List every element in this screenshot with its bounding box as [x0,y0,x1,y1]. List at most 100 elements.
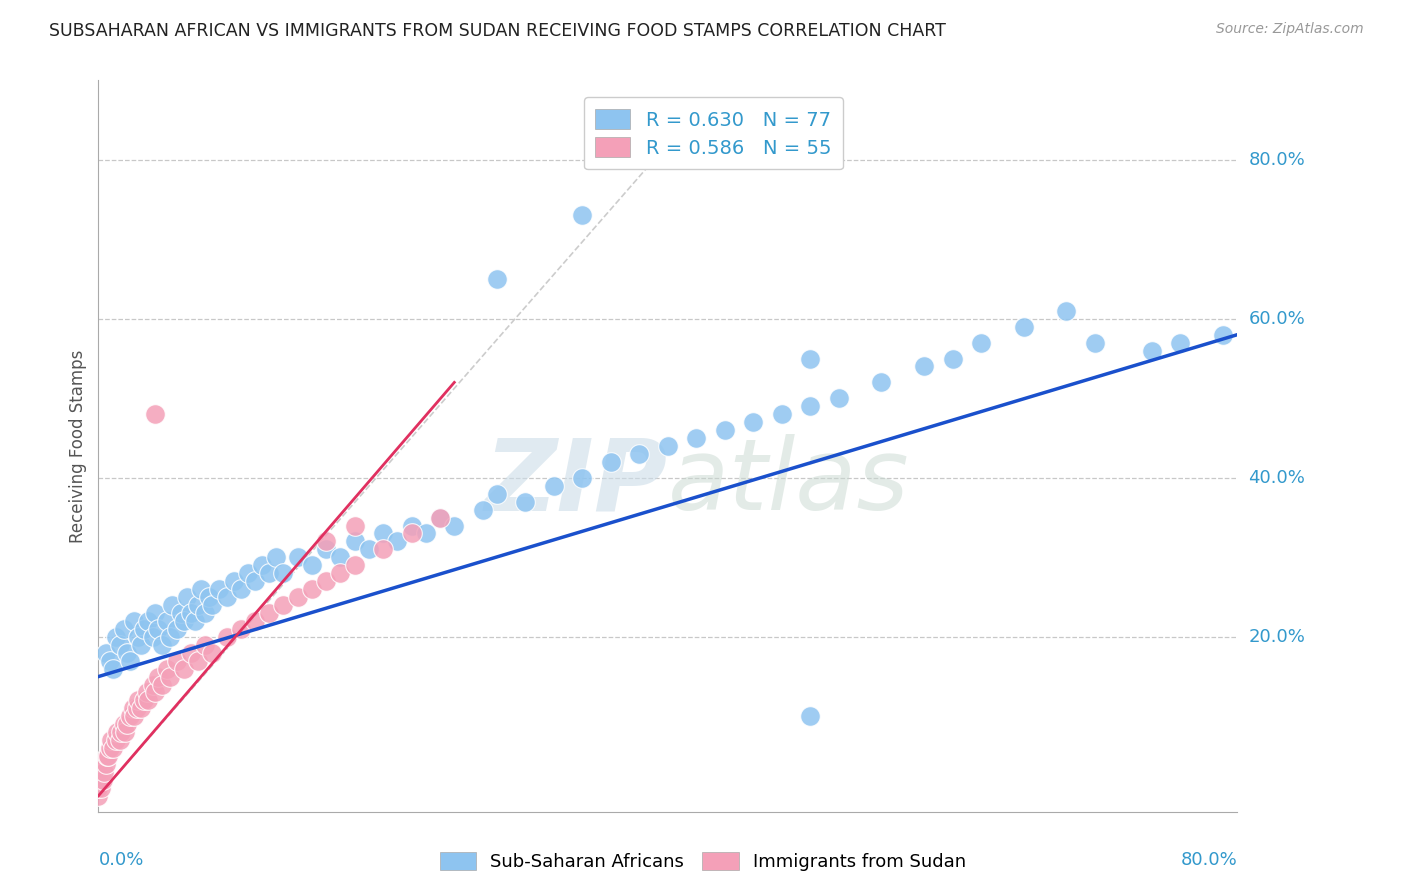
Point [315,534,337,549]
Point [628,447,651,461]
Point [315,574,337,589]
Point [156,614,179,628]
Point [600,455,623,469]
Point [118,654,141,668]
Point [101,662,124,676]
Point [1212,327,1234,342]
Point [243,614,266,628]
Point [93,764,115,779]
Point [201,598,224,612]
Point [94,757,117,772]
Point [110,725,132,739]
Point [152,677,174,691]
Point [515,494,537,508]
Point [373,526,395,541]
Point [387,534,409,549]
Point [127,630,149,644]
Point [170,606,193,620]
Point [104,733,127,747]
Point [401,526,423,541]
Point [122,614,145,628]
Point [122,709,145,723]
Point [129,638,152,652]
Point [828,392,851,406]
Point [136,693,159,707]
Point [870,376,893,390]
Point [87,764,110,779]
Text: 80.0%: 80.0% [1181,851,1237,869]
Point [486,272,509,286]
Point [273,566,295,581]
Point [145,407,167,421]
Point [343,534,366,549]
Point [471,502,494,516]
Point [87,757,110,772]
Point [166,622,188,636]
Point [222,574,245,589]
Point [236,566,259,581]
Point [357,542,380,557]
Point [112,622,135,636]
Text: 40.0%: 40.0% [1249,469,1305,487]
Point [799,709,821,723]
Point [443,518,465,533]
Text: ZIP: ZIP [485,434,668,531]
Point [215,630,238,644]
Point [141,630,163,644]
Point [166,654,188,668]
Point [415,526,437,541]
Point [273,598,295,612]
Text: 60.0%: 60.0% [1249,310,1305,327]
Point [266,550,288,565]
Text: 20.0%: 20.0% [1249,628,1305,646]
Point [108,733,131,747]
Point [173,662,195,676]
Point [156,662,179,676]
Point [259,566,281,581]
Point [250,558,273,573]
Point [373,542,395,557]
Point [108,638,131,652]
Point [215,590,238,604]
Point [180,646,202,660]
Point [287,590,309,604]
Point [94,646,117,660]
Point [970,335,993,350]
Point [180,606,202,620]
Point [190,582,212,596]
Point [685,431,707,445]
Text: SUBSAHARAN AFRICAN VS IMMIGRANTS FROM SUDAN RECEIVING FOOD STAMPS CORRELATION CH: SUBSAHARAN AFRICAN VS IMMIGRANTS FROM SU… [49,22,946,40]
Point [97,749,120,764]
Point [145,685,167,699]
Legend: R = 0.630   N = 77, R = 0.586   N = 55: R = 0.630 N = 77, R = 0.586 N = 55 [583,97,844,169]
Point [486,486,509,500]
Point [101,741,124,756]
Point [942,351,965,366]
Point [1056,303,1078,318]
Point [87,772,110,787]
Point [132,693,155,707]
Point [742,415,765,429]
Point [243,574,266,589]
Point [401,518,423,533]
Point [429,510,451,524]
Point [87,789,110,803]
Y-axis label: Receiving Food Stamps: Receiving Food Stamps [69,350,87,542]
Text: atlas: atlas [668,434,910,531]
Point [112,717,135,731]
Point [799,351,821,366]
Point [98,741,121,756]
Point [912,359,935,374]
Point [259,606,281,620]
Point [714,423,737,437]
Point [543,479,565,493]
Point [229,622,252,636]
Point [176,590,198,604]
Legend: Sub-Saharan Africans, Immigrants from Sudan: Sub-Saharan Africans, Immigrants from Su… [433,846,973,879]
Point [90,780,112,795]
Point [148,622,170,636]
Point [799,399,821,413]
Point [104,630,127,644]
Point [1012,319,1035,334]
Point [115,717,138,731]
